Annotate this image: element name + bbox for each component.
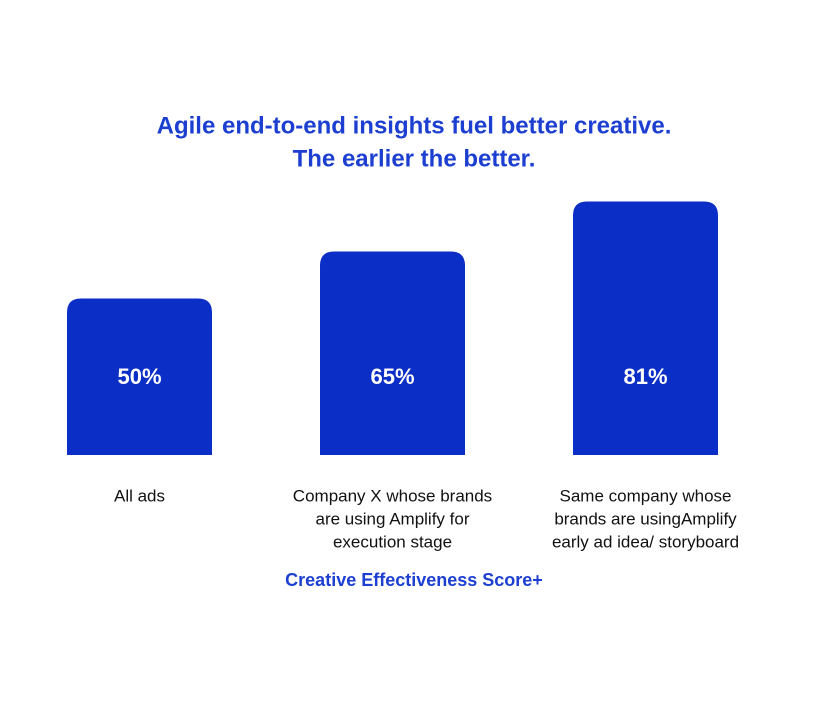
data-label: 81%: [623, 364, 667, 389]
data-label: 65%: [370, 364, 414, 389]
chart-title: Agile end-to-end insights fuel better cr…: [157, 112, 672, 139]
x-tick-label: Company X whose brands: [293, 486, 492, 505]
x-tick-label: execution stage: [333, 532, 452, 551]
x-tick-label: All ads: [114, 486, 165, 505]
bar: [573, 201, 718, 455]
x-tick-label: are using Amplify for: [315, 509, 469, 528]
x-axis-label: Creative Effectiveness Score+: [285, 570, 543, 590]
x-tick-label: Same company whose: [560, 486, 732, 505]
data-label: 50%: [117, 364, 161, 389]
x-tick-label: brands are usingAmplify: [554, 509, 737, 528]
bar: [67, 298, 212, 455]
chart-title: The earlier the better.: [293, 145, 536, 172]
x-tick-label: early ad idea/ storyboard: [552, 532, 739, 551]
bar: [320, 251, 465, 455]
